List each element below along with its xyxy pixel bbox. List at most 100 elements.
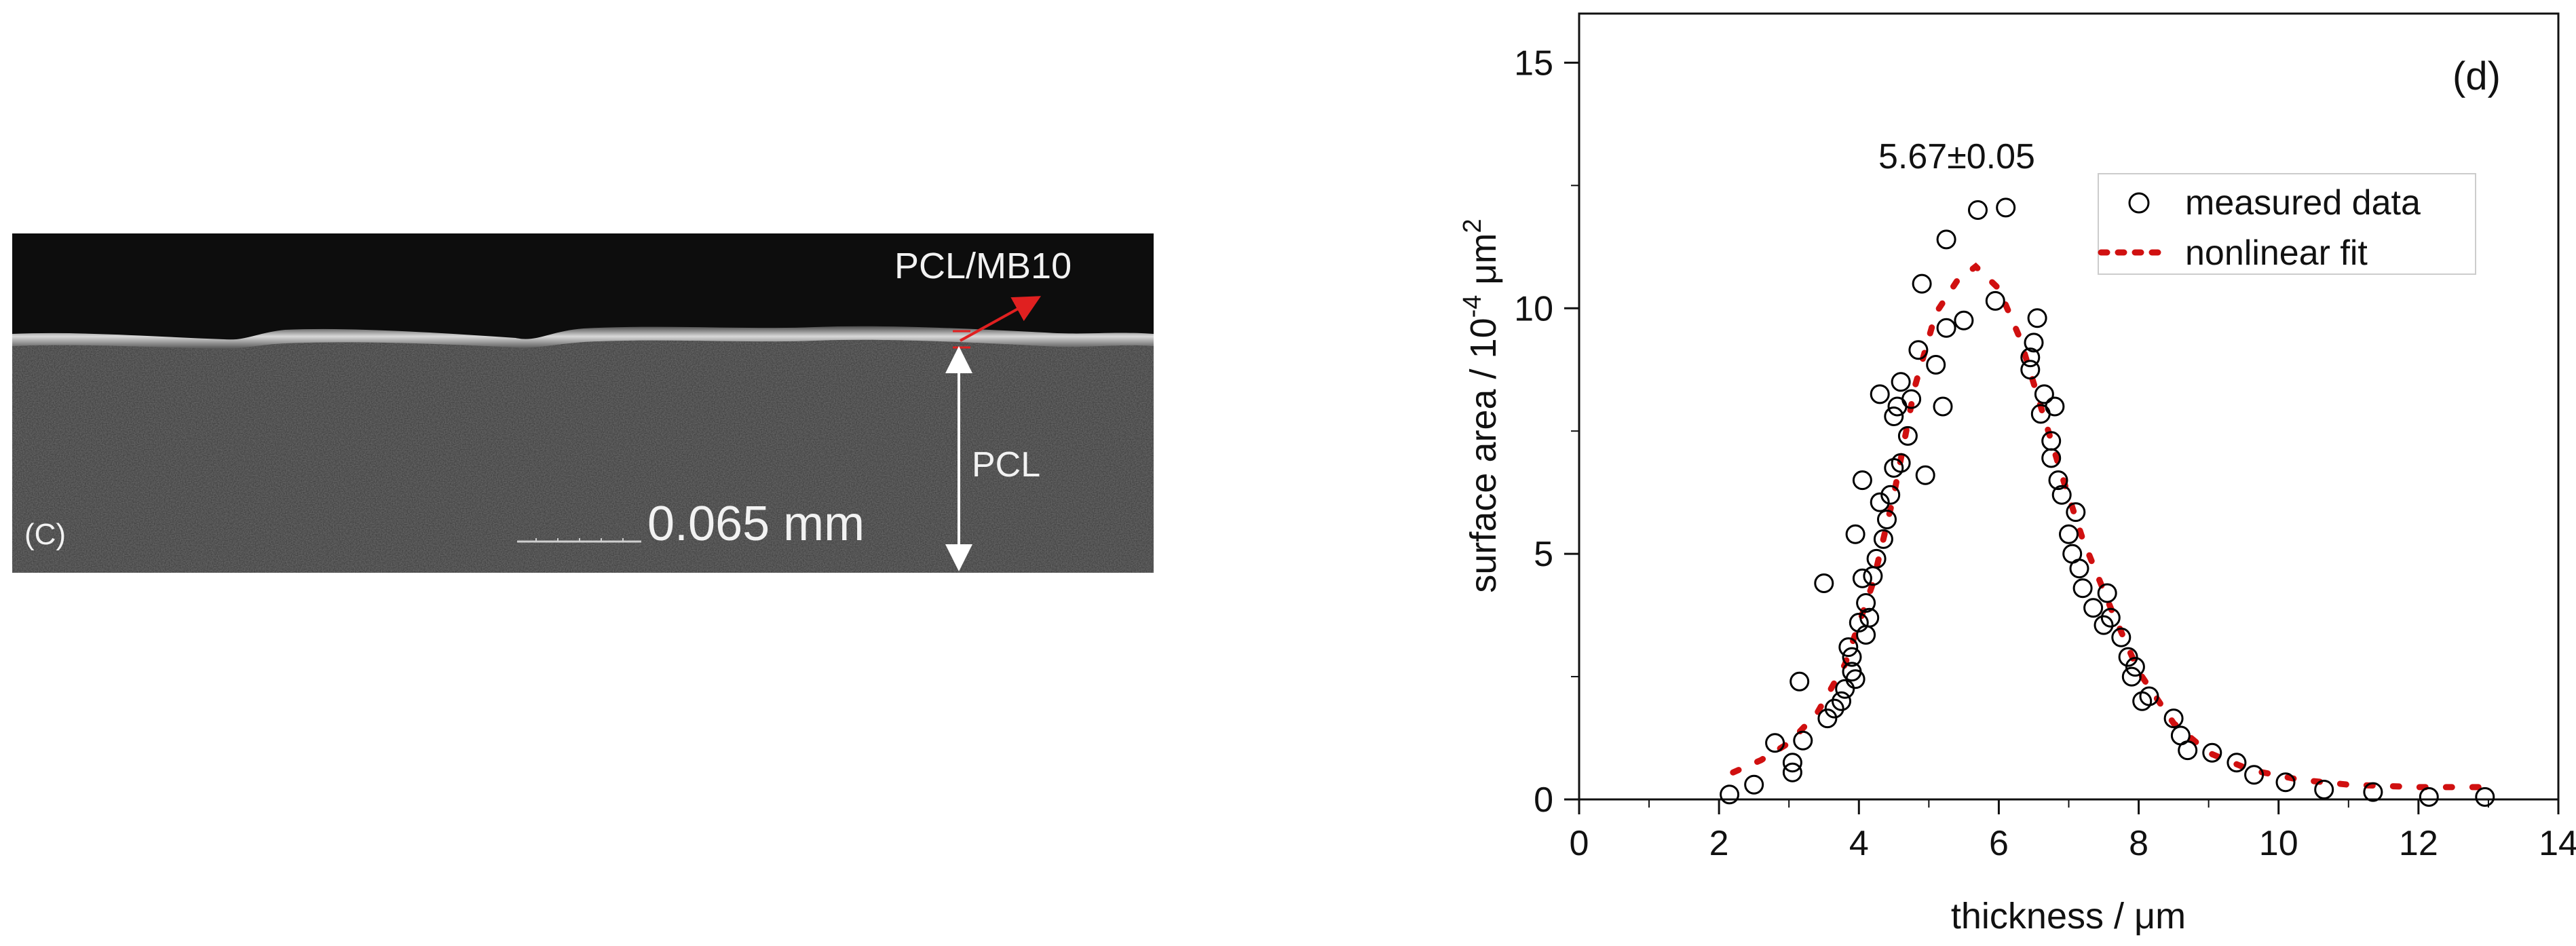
measured-point-42 — [1936, 318, 1956, 338]
measured-point-55 — [2041, 431, 2062, 451]
measured-point-62 — [2069, 559, 2089, 579]
measured-point-6 — [1793, 730, 1813, 751]
peak-annotation: 5.67±0.05 — [1878, 137, 2035, 176]
measured-point-68 — [2111, 627, 2132, 647]
measured-point-5 — [1789, 671, 1810, 692]
measured-point-51 — [2027, 308, 2047, 328]
legend-label-measured: measured data — [2185, 183, 2421, 223]
measured-point-48 — [2020, 360, 2041, 380]
measured-point-27 — [1873, 529, 1893, 549]
measured-point-46 — [1985, 290, 2005, 311]
measured-point-82 — [2363, 782, 2383, 802]
pcl-mb10-pointer-arrow — [960, 296, 1042, 342]
measured-point-77 — [2202, 742, 2222, 763]
x-tick-label-4: 8 — [2129, 824, 2148, 863]
scale-bar-ticks — [535, 538, 624, 542]
measured-point-31 — [1884, 406, 1904, 426]
measured-point-58 — [2051, 485, 2072, 505]
measured-point-1 — [1744, 774, 1764, 795]
measured-point-61 — [2066, 502, 2086, 523]
x-tick-label-1: 2 — [1709, 824, 1729, 863]
measured-point-39 — [1915, 465, 1935, 485]
measured-point-33 — [1891, 453, 1911, 473]
measured-point-79 — [2244, 765, 2265, 785]
measured-point-74 — [2163, 708, 2184, 729]
measured-point-76 — [2178, 740, 2198, 761]
measured-point-19 — [1852, 470, 1872, 491]
y-axis-title-main: surface area / 10 — [1463, 318, 1504, 592]
chart-panel-label: (d) — [2452, 54, 2501, 98]
x-tick-label-3: 6 — [1989, 824, 2009, 863]
measured-point-83 — [2419, 787, 2439, 807]
measured-point-53 — [2034, 384, 2054, 404]
measured-point-9 — [1824, 698, 1844, 719]
measured-point-73 — [2139, 686, 2159, 706]
measured-point-81 — [2314, 780, 2334, 799]
measured-point-2 — [1765, 733, 1785, 753]
measured-point-14 — [1842, 647, 1862, 667]
measured-point-65 — [2094, 615, 2114, 635]
measured-point-35 — [1897, 425, 1918, 446]
measured-point-25 — [1870, 492, 1890, 512]
measured-point-84 — [2475, 787, 2495, 807]
legend-box — [2098, 173, 2476, 275]
measured-point-34 — [1891, 372, 1911, 392]
measured-point-28 — [1877, 510, 1897, 529]
measured-point-37 — [1908, 340, 1929, 360]
scatter-chart: 0 2 4 6 8 10 12 14 0 5 10 15 (d) 5.67±0.05 measure… — [1458, 12, 2576, 936]
measured-point-12 — [1838, 637, 1859, 658]
measured-point-8 — [1817, 708, 1838, 729]
x-tick-label-2: 4 — [1849, 824, 1869, 863]
measured-point-47 — [1996, 197, 2016, 218]
y-axis-title: surface area / 10-4 μm2 — [1458, 219, 1504, 592]
micrograph-panel: PCL/MB10 PCL (C) 0.065 mm — [12, 233, 1154, 573]
measured-point-23 — [1863, 566, 1883, 586]
x-tick-label-0: 0 — [1570, 824, 1589, 863]
x-tick-label-6: 12 — [2399, 824, 2438, 863]
measured-point-21 — [1856, 593, 1876, 613]
pcl-mb10-label: PCL/MB10 — [894, 246, 1072, 286]
x-axis-title: thickness / μm — [1951, 896, 2186, 936]
measured-point-24 — [1866, 548, 1887, 569]
measured-point-67 — [2100, 607, 2121, 628]
x-axis-ticks: 0 2 4 6 8 10 12 14 — [1570, 799, 2576, 863]
legend-label-fit: nonlinear fit — [2185, 233, 2368, 273]
measured-point-50 — [2024, 333, 2044, 353]
measured-point-57 — [2048, 470, 2068, 491]
x-tick-label-7: 14 — [2539, 824, 2576, 863]
measured-point-0 — [1720, 784, 1740, 805]
y-axis-title-unit-exponent: 2 — [1458, 219, 1487, 233]
measured-point-40 — [1926, 355, 1946, 375]
measured-point-18 — [1852, 568, 1872, 588]
measured-point-44 — [1954, 310, 1974, 330]
measured-point-16 — [1845, 524, 1865, 544]
measured-point-63 — [2072, 578, 2093, 599]
measured-point-36 — [1901, 389, 1922, 409]
measured-point-11 — [1835, 679, 1855, 699]
measured-point-15 — [1845, 669, 1865, 689]
measured-point-56 — [2045, 396, 2065, 417]
measured-point-78 — [2227, 753, 2247, 773]
measured-point-7 — [1814, 573, 1834, 593]
measured-point-4 — [1782, 753, 1802, 773]
y-tick-label-0: 0 — [1534, 780, 1553, 820]
y-tick-label-2: 10 — [1514, 289, 1553, 328]
y-axis-title-exponent: -4 — [1458, 295, 1487, 318]
measured-point-66 — [2097, 583, 2117, 603]
pcl-mb10-surface-layer — [12, 326, 1154, 349]
series-nonlinear-fit — [1730, 262, 2492, 791]
scale-bar-label: 0.065 mm — [647, 497, 865, 551]
measured-point-41 — [1933, 396, 1953, 417]
measured-point-70 — [2121, 666, 2142, 687]
legend: measured data nonlinear fit — [2098, 173, 2476, 275]
measured-point-3 — [1782, 762, 1802, 782]
micrograph-panel-label: (C) — [24, 518, 66, 551]
measured-point-22 — [1859, 607, 1880, 628]
y-tick-label-1: 5 — [1534, 535, 1553, 574]
y-axis-ticks: 0 5 10 15 — [1514, 43, 1579, 820]
fit-curve — [1730, 262, 2492, 791]
legend-marker-measured — [2128, 192, 2150, 214]
measured-point-49 — [2020, 347, 2041, 368]
y-tick-label-3: 15 — [1514, 43, 1553, 83]
